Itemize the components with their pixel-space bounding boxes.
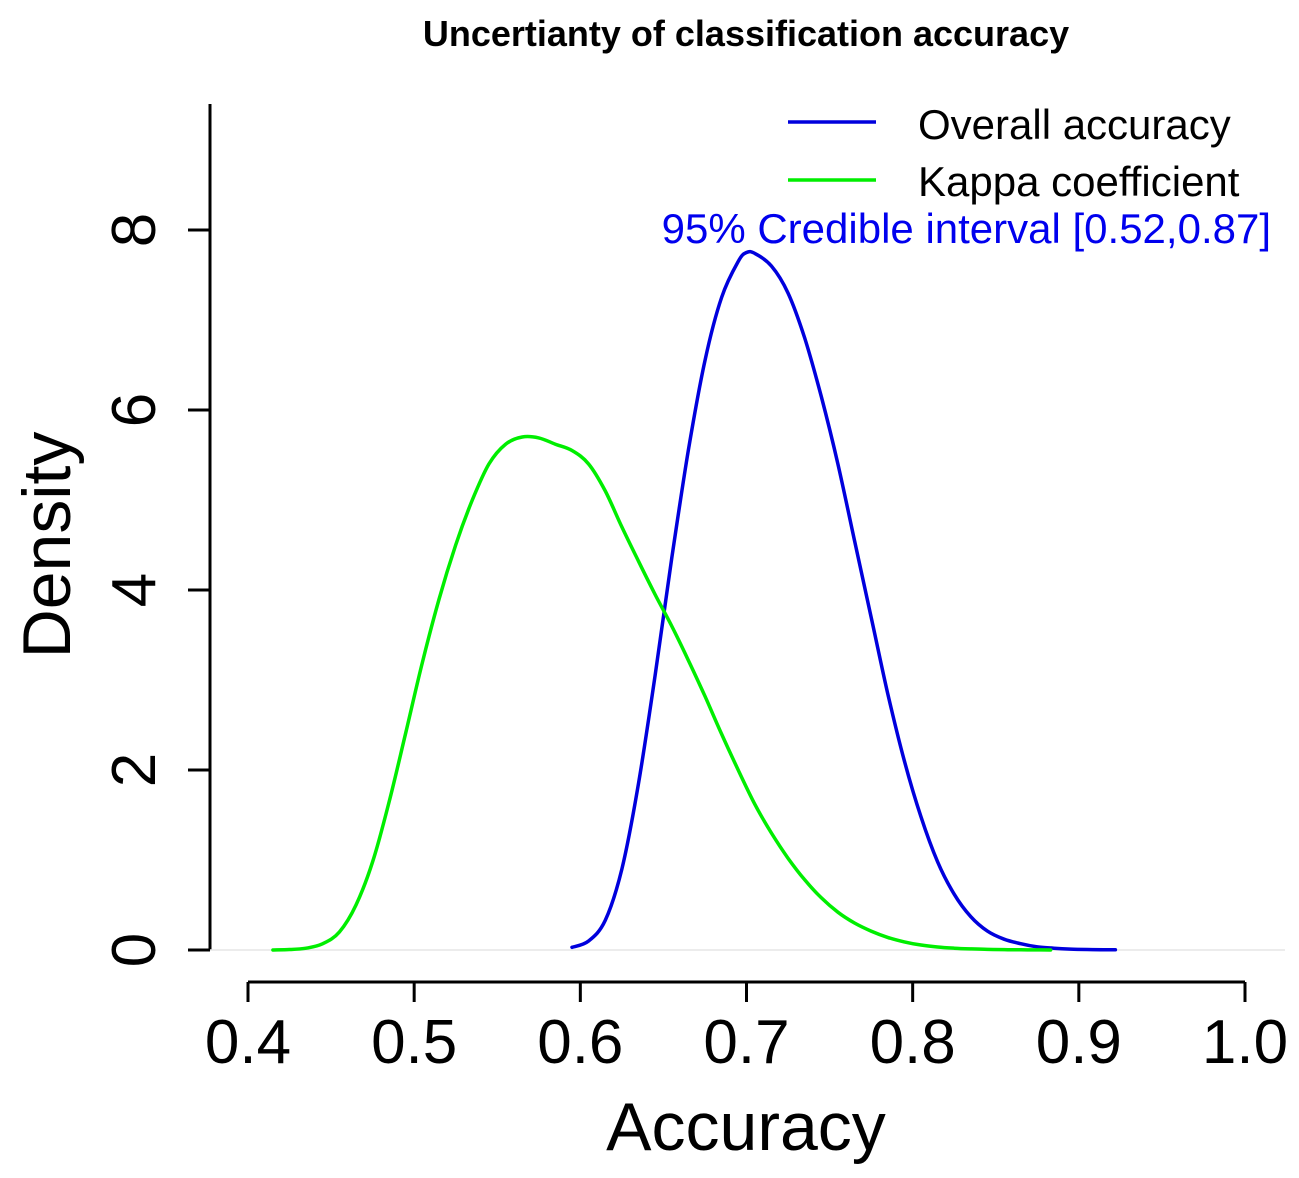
- series-line-overall-accuracy: [570, 249, 1118, 952]
- legend-label-kappa-coefficient: Kappa coefficient: [918, 158, 1240, 205]
- series-layer: [271, 249, 1118, 952]
- x-tick-label: 0.9: [1036, 1008, 1122, 1077]
- y-tick-label: 6: [100, 393, 169, 427]
- x-tick-label: 0.4: [205, 1008, 291, 1077]
- y-tick-label: 0: [100, 933, 169, 967]
- x-tick-label: 0.8: [870, 1008, 956, 1077]
- y-tick-label: 2: [100, 753, 169, 787]
- x-tick-label: 1.0: [1202, 1008, 1288, 1077]
- y-axis-label: Density: [9, 432, 85, 659]
- x-tick-label: 0.7: [703, 1008, 789, 1077]
- credible-interval-annotation: 95% Credible interval [0.52,0.87]: [662, 205, 1271, 252]
- series-line-kappa-coefficient: [271, 434, 1053, 952]
- y-axis: 0 2 4 6 8: [100, 104, 212, 967]
- chart-title: Uncertianty of classification accuracy: [423, 13, 1069, 54]
- y-tick-label: 4: [100, 573, 169, 607]
- x-tick-label: 0.6: [537, 1008, 623, 1077]
- legend: Overall accuracy Kappa coefficient: [788, 101, 1240, 205]
- legend-label-overall-accuracy: Overall accuracy: [918, 101, 1231, 148]
- y-tick-label: 8: [100, 213, 169, 247]
- x-axis-label: Accuracy: [606, 1089, 886, 1165]
- x-axis: 0.4 0.5 0.6 0.7 0.8 0.9 1.0: [205, 980, 1288, 1077]
- x-tick-label: 0.5: [371, 1008, 457, 1077]
